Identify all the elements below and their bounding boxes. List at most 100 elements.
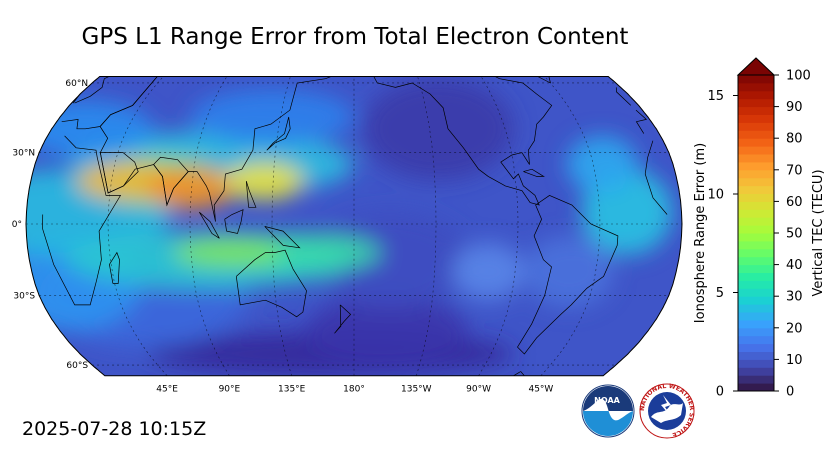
meridian-line xyxy=(189,76,230,376)
coastline xyxy=(245,180,257,208)
colorbar-right-tick-label: 40 xyxy=(786,258,803,273)
colorbar-band xyxy=(738,161,774,171)
longitude-label: 135°E xyxy=(278,385,306,395)
colorbar-band xyxy=(738,375,774,384)
colorbar-band xyxy=(738,106,774,115)
colorbar-band xyxy=(738,225,774,234)
noaa-logo-text: NOAA xyxy=(594,396,620,405)
colorbar-right-tick-label: 10 xyxy=(786,353,803,368)
colorbar-right-tick-label: 20 xyxy=(786,321,803,336)
longitude-label: 180° xyxy=(343,385,365,395)
colorbar-left-tick-label: 5 xyxy=(716,286,724,301)
colorbar-band xyxy=(738,138,774,147)
coastline xyxy=(42,135,668,306)
colorbar-band xyxy=(738,201,774,210)
longitude-label: 90°W xyxy=(466,385,491,395)
coastline xyxy=(334,304,352,334)
coastline xyxy=(370,76,553,206)
colorbar-band xyxy=(738,209,774,218)
coastline xyxy=(99,76,355,222)
tec-blob xyxy=(566,135,638,194)
colorbar-band xyxy=(738,272,774,281)
coastline xyxy=(523,168,545,177)
colorbar-band xyxy=(738,335,774,345)
timestamp: 2025-07-28 10:15Z xyxy=(22,418,207,440)
latitude-labels: 60°N 30°N 0° 30°S 60°S xyxy=(12,79,89,371)
colorbar-band xyxy=(738,193,774,202)
coastline xyxy=(235,249,307,318)
tec-field xyxy=(26,76,682,376)
colorbar-band xyxy=(738,280,774,289)
coastlines xyxy=(42,76,668,376)
colorbar-band xyxy=(738,351,774,360)
colorbar-band xyxy=(738,177,774,187)
colorbar-band xyxy=(738,240,774,250)
colorbar-band xyxy=(738,82,774,92)
nws-logo: NATIONAL WEATHER SERVICE xyxy=(639,383,695,439)
colorbar-bands xyxy=(738,75,774,392)
colorbar-band xyxy=(738,169,774,179)
colorbar-right-tick-label: 30 xyxy=(786,290,803,305)
longitude-label: 135°W xyxy=(401,385,432,395)
colorbar-left-tick-label: 0 xyxy=(716,385,724,400)
colorbar-right-tick-label: 80 xyxy=(786,132,803,147)
colorbar-band xyxy=(738,114,774,123)
colorbar-band xyxy=(738,296,774,305)
tec-blobs xyxy=(26,77,673,376)
colorbar-right-tick-label: 100 xyxy=(786,69,811,84)
tec-blob xyxy=(190,89,354,145)
coastline xyxy=(224,209,244,234)
tec-blob xyxy=(524,235,614,308)
graticule xyxy=(26,76,682,376)
colorbar-band xyxy=(738,343,774,352)
coastline xyxy=(517,195,619,355)
coastline xyxy=(266,116,291,151)
colorbar-right-tick-label: 0 xyxy=(786,385,794,400)
tec-blob xyxy=(224,162,304,201)
colorbar-extend-triangle xyxy=(736,57,776,76)
colorbar-right-label: Vertical TEC (TECU) xyxy=(811,169,826,296)
noaa-logo: NOAA xyxy=(581,384,635,438)
latitude-label: 60°N xyxy=(65,79,88,89)
colorbar: 0 10 20 30 40 50 60 70 80 90 100 0 5 10 15 Vertical T… xyxy=(693,57,826,400)
colorbar-band xyxy=(738,312,774,321)
colorbar-band xyxy=(738,217,774,226)
colorbar-band xyxy=(738,304,774,313)
colorbar-band xyxy=(738,288,774,297)
colorbar-left-ticks: 0 5 10 15 xyxy=(707,89,738,400)
colorbar-band xyxy=(738,185,774,194)
colorbar-band xyxy=(738,359,774,368)
coastline xyxy=(198,211,220,239)
globe-outline xyxy=(25,76,683,377)
colorbar-band xyxy=(738,256,774,266)
colorbar-band xyxy=(738,367,774,376)
latitude-label: 60°S xyxy=(66,361,88,371)
meridian-line xyxy=(478,76,519,376)
tec-blob xyxy=(452,243,524,301)
colorbar-right-tick-label: 90 xyxy=(786,100,803,115)
colorbar-right-ticks: 0 10 20 30 40 50 60 70 80 90 100 xyxy=(774,69,811,400)
colorbar-left-tick-label: 15 xyxy=(707,89,724,104)
colorbar-left-label: Ionosphere Range Error (m) xyxy=(693,143,708,323)
colorbar-band xyxy=(738,130,774,139)
map-title: GPS L1 Range Error from Total Electron C… xyxy=(81,24,629,50)
colorbar-band xyxy=(738,98,774,108)
colorbar-band xyxy=(738,154,774,163)
tec-blob xyxy=(308,212,472,308)
colorbar-band xyxy=(738,122,774,131)
colorbar-band xyxy=(738,327,774,337)
latitude-label: 30°N xyxy=(12,149,35,159)
latitude-label: 30°S xyxy=(13,291,35,301)
longitude-label: 45°E xyxy=(156,385,178,395)
colorbar-right-tick-label: 50 xyxy=(786,227,803,242)
coastline xyxy=(99,152,139,194)
meridian-line xyxy=(416,76,437,376)
tec-blob xyxy=(362,77,514,180)
longitude-label: 45°W xyxy=(528,385,553,395)
colorbar-right-tick-label: 70 xyxy=(786,163,803,178)
colorbar-band xyxy=(738,233,774,242)
colorbar-right-tick-label: 60 xyxy=(786,195,803,210)
colorbar-band xyxy=(738,248,774,258)
meridian-line xyxy=(271,76,292,376)
